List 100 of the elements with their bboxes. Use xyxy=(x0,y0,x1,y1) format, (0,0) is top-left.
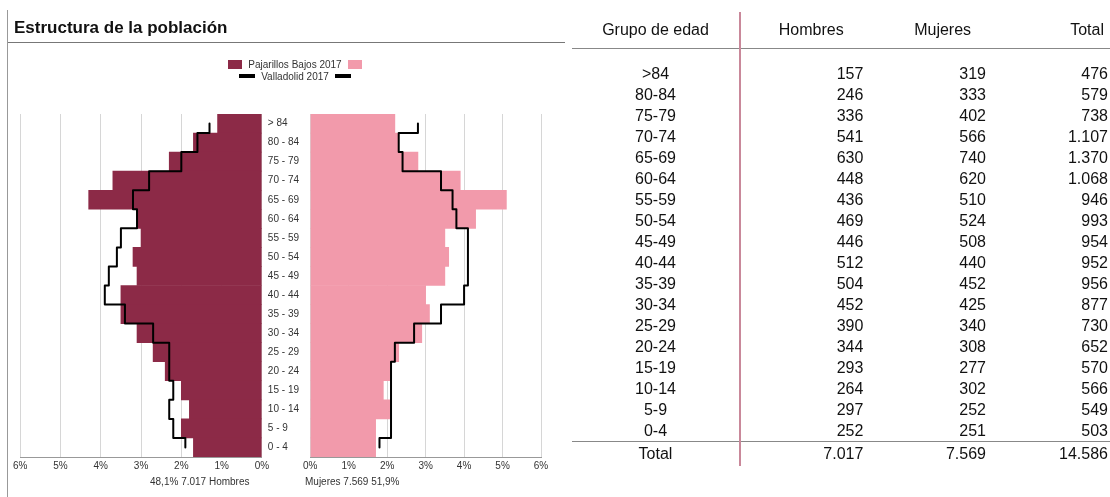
data-label: 570 xyxy=(1080,357,1109,378)
data-label: 946 xyxy=(1080,189,1109,210)
data-label: 512 xyxy=(835,252,865,273)
data-label: 877 xyxy=(1080,294,1109,315)
y-tick-label: 70 - 74 xyxy=(267,174,300,186)
text: Grupo de edad xyxy=(572,12,740,49)
x-tick-label: 0% xyxy=(303,459,318,471)
y-tick-label: 65 - 69 xyxy=(267,193,300,205)
category-label: 5-9 xyxy=(572,399,740,420)
category-label: 40-44 xyxy=(572,252,740,273)
data-label: 524 xyxy=(958,210,987,231)
x-tick-label: 4% xyxy=(93,459,109,471)
data-label: 264 xyxy=(835,378,865,399)
y-tick-label: 60 - 64 xyxy=(267,212,300,224)
chart-title: Estructura de la población xyxy=(14,18,228,38)
y-tick-label: 55 - 59 xyxy=(267,231,300,243)
text: Total xyxy=(1003,12,1110,49)
legend-label: Pajarillos Bajos 2017 xyxy=(248,58,342,70)
data-label: 452 xyxy=(958,273,987,294)
data-label: 446 xyxy=(835,231,865,252)
data-label: 340 xyxy=(958,315,987,336)
data-label: 510 xyxy=(958,189,987,210)
x-tick-label: 4% xyxy=(456,459,472,471)
category-label: 30-34 xyxy=(572,294,740,315)
data-label: 503 xyxy=(1080,420,1109,441)
data-label: 730 xyxy=(1080,315,1109,336)
data-label: 469 xyxy=(835,210,865,231)
category-label: 10-14 xyxy=(572,378,740,399)
category-label: 65-69 xyxy=(572,147,740,168)
data-label: 14.586 xyxy=(1003,441,1110,466)
data-label: 277 xyxy=(958,357,987,378)
y-tick-label: > 84 xyxy=(267,117,289,129)
category-label: 70-74 xyxy=(572,126,740,147)
category-label: 55-59 xyxy=(572,189,740,210)
data-label: 302 xyxy=(958,378,987,399)
data-label: 246 xyxy=(835,84,865,105)
data-label: 954 xyxy=(1080,231,1109,252)
data-label: 652 xyxy=(1080,336,1109,357)
x-tick-label: 0% xyxy=(254,459,270,471)
data-label: 448 xyxy=(835,168,865,189)
data-label: 344 xyxy=(835,336,865,357)
data-label: 549 xyxy=(1080,399,1109,420)
data-label: 436 xyxy=(835,189,865,210)
y-tick-label: 10 - 14 xyxy=(267,403,300,415)
x-tick-label: 3% xyxy=(418,459,433,471)
category-label: 0-4 xyxy=(572,420,740,442)
data-label: 390 xyxy=(835,315,865,336)
text: 48,1% 7.017 Hombres xyxy=(150,476,250,487)
data-label: 7.569 xyxy=(881,441,1004,466)
x-tick-label: 3% xyxy=(133,459,149,471)
y-tick-label: 45 - 49 xyxy=(267,269,300,281)
y-tick-label: 15 - 19 xyxy=(267,384,300,396)
y-tick-label: 50 - 54 xyxy=(267,250,300,262)
data-label: 620 xyxy=(958,168,987,189)
data-label: 293 xyxy=(835,357,865,378)
data-label: 252 xyxy=(835,420,865,441)
category-label: 35-39 xyxy=(572,273,740,294)
legend-label: Valladolid 2017 xyxy=(261,70,329,82)
data-label: 738 xyxy=(1080,105,1109,126)
data-label: 319 xyxy=(958,63,987,84)
text: Hombres xyxy=(740,12,882,49)
y-tick-label: 40 - 44 xyxy=(267,288,300,300)
y-tick-label: 5 - 9 xyxy=(267,422,289,434)
data-label: 252 xyxy=(958,399,987,420)
category-label: Total xyxy=(572,441,740,466)
data-label: 956 xyxy=(1080,273,1109,294)
y-tick-label: 75 - 79 xyxy=(267,155,300,167)
x-tick-label: 2% xyxy=(379,459,395,471)
x-tick-label: 1% xyxy=(341,459,357,471)
x-tick-label: 2% xyxy=(174,459,189,471)
data-label: 740 xyxy=(958,147,987,168)
x-tick-label: 6% xyxy=(13,459,28,471)
category-label: 15-19 xyxy=(572,357,740,378)
data-label: 630 xyxy=(835,147,865,168)
y-tick-label: 25 - 29 xyxy=(267,345,300,357)
data-label: 251 xyxy=(958,420,987,441)
text: Mujeres 7.569 51,9% xyxy=(305,476,400,487)
data-label: 566 xyxy=(958,126,987,147)
data-label: 1.107 xyxy=(1066,126,1109,147)
data-label: 1.068 xyxy=(1066,168,1109,189)
category-label: 75-79 xyxy=(572,105,740,126)
data-label: 541 xyxy=(835,126,865,147)
data-label: 425 xyxy=(958,294,987,315)
category-label: 80-84 xyxy=(572,84,740,105)
category-label: >84 xyxy=(572,63,740,84)
category-label: 50-54 xyxy=(572,210,740,231)
y-tick-label: 80 - 84 xyxy=(267,136,300,148)
text: Mujeres xyxy=(881,12,1004,49)
y-tick-label: 30 - 34 xyxy=(267,326,300,338)
data-label: 993 xyxy=(1080,210,1109,231)
category-label: 20-24 xyxy=(572,336,740,357)
category-label: 60-64 xyxy=(572,168,740,189)
y-tick-label: 35 - 39 xyxy=(267,307,300,319)
x-tick-label: 5% xyxy=(53,459,68,471)
x-tick-label: 5% xyxy=(495,459,510,471)
category-label: 45-49 xyxy=(572,231,740,252)
data-label: 440 xyxy=(958,252,987,273)
data-label: 157 xyxy=(835,63,865,84)
data-label: 333 xyxy=(958,84,987,105)
category-label: 25-29 xyxy=(572,315,740,336)
